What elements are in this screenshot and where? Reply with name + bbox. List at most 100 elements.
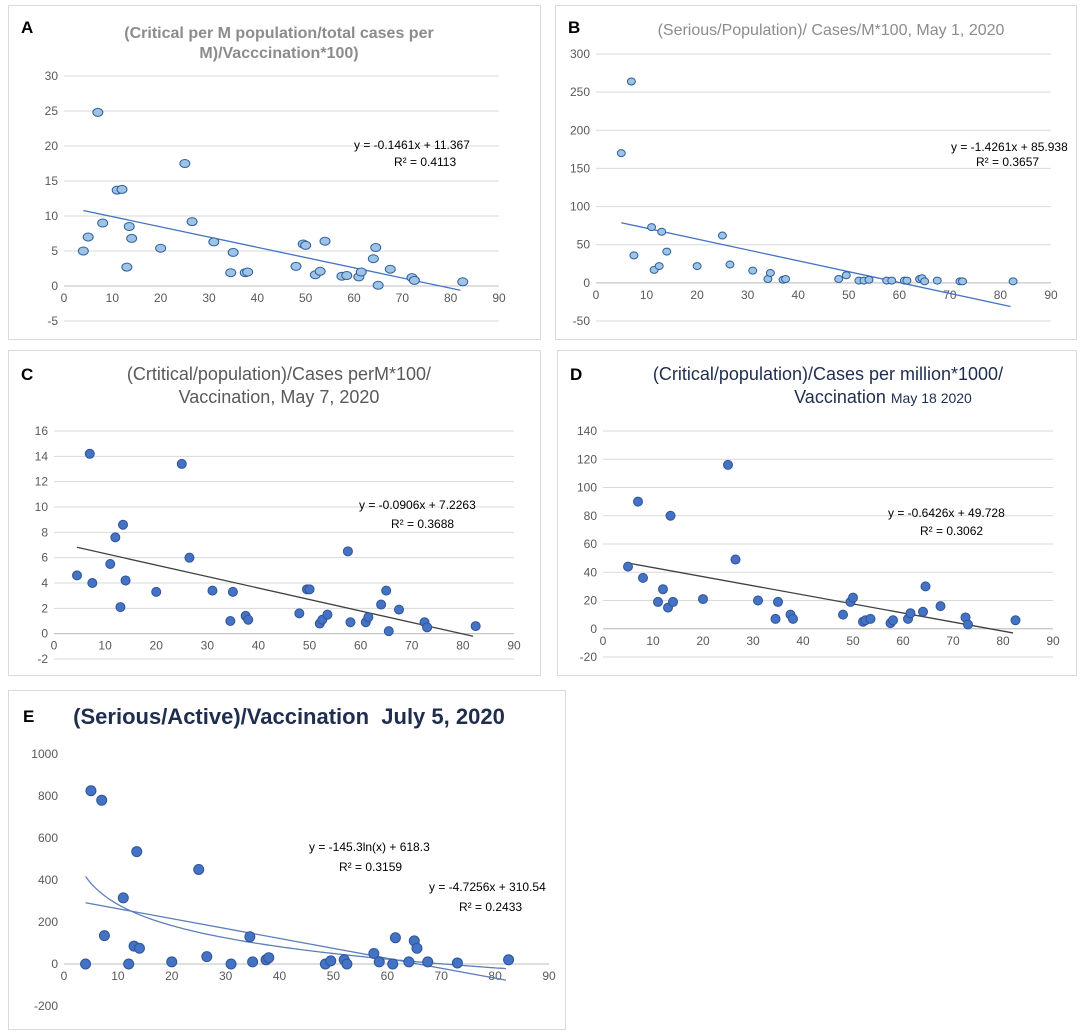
data-point (372, 280, 384, 290)
y-tick-label: 30 (45, 69, 59, 83)
x-tick-label: 70 (396, 291, 410, 305)
x-tick-label: 80 (994, 288, 1008, 302)
x-tick-label: 70 (405, 639, 419, 653)
data-point (342, 546, 353, 557)
data-point (184, 552, 195, 563)
panel-e-title: (Serious/Active)/Vaccination July 5, 202… (49, 703, 529, 731)
y-tick-label: 20 (584, 594, 598, 608)
x-tick-label: 90 (542, 969, 556, 983)
y-tick-label: 10 (45, 209, 59, 223)
x-tick-label: 30 (202, 291, 216, 305)
panel-d-title: (Critical/population)/Cases per million*… (608, 363, 1048, 408)
x-tick-label: 70 (435, 969, 449, 983)
x-tick-label: 70 (943, 288, 957, 302)
data-point (92, 107, 104, 117)
data-point (387, 958, 399, 970)
data-point (841, 271, 851, 280)
data-point (920, 277, 930, 286)
data-point (304, 584, 315, 595)
data-point (905, 608, 916, 619)
data-point (725, 260, 735, 269)
panel-letter-b: B (568, 18, 581, 37)
data-point (422, 956, 434, 968)
data-point (887, 276, 897, 285)
data-point (411, 942, 423, 954)
data-point (242, 267, 254, 277)
data-point (623, 561, 633, 572)
x-tick-label: 60 (381, 969, 395, 983)
data-point (363, 612, 374, 623)
data-point (864, 275, 874, 284)
y-tick-label: -5 (47, 314, 58, 328)
linear-trendline (83, 209, 461, 291)
data-point (193, 864, 205, 875)
y-tick-label: 2 (41, 601, 48, 615)
panel-e-chart: -200 0 200 400 600 800 1000 0 10 20 30 40 50 60 70 80 90… (31, 747, 556, 1013)
data-point (723, 459, 733, 470)
data-point (120, 575, 131, 586)
data-point (383, 626, 394, 637)
data-point (616, 149, 626, 158)
data-point (781, 275, 791, 284)
panel-b: B (Serious/Population)/ Cases/M*100, May… (555, 5, 1077, 340)
x-tick-label: 80 (456, 639, 470, 653)
data-point (87, 578, 98, 588)
data-point (730, 554, 741, 565)
panel-d: D (Critical/population)/Cases per millio… (557, 350, 1077, 676)
x-tick-label: 80 (996, 634, 1010, 648)
data-point (888, 615, 898, 626)
panel-d-title-line-1: (Critical/population)/Cases per million*… (652, 364, 1004, 384)
x-tick-label: 10 (646, 634, 660, 648)
x-tick-label: 40 (796, 634, 810, 648)
data-point (865, 613, 876, 624)
data-point (166, 956, 178, 968)
data-point (626, 77, 636, 86)
y-tick-label: 15 (45, 174, 59, 188)
panel-letter-e: E (23, 707, 35, 726)
y-tick-label: 6 (41, 551, 48, 565)
data-point (1010, 615, 1021, 626)
data-point (717, 231, 727, 240)
data-point (902, 276, 912, 285)
y-tick-label: 8 (41, 525, 48, 539)
x-tick-label: 30 (746, 634, 760, 648)
data-point (155, 243, 167, 253)
y-tick-label: 80 (584, 509, 598, 523)
x-tick-label: 50 (327, 969, 341, 983)
data-point (97, 218, 109, 228)
data-point (692, 262, 702, 271)
x-tick-label: 20 (165, 969, 179, 983)
x-tick-label: 0 (51, 639, 58, 653)
data-point (243, 614, 254, 625)
x-tick-label: 10 (98, 639, 112, 653)
data-point (84, 448, 95, 459)
y-tick-label: 200 (38, 915, 58, 929)
data-point (341, 958, 353, 970)
data-point (753, 595, 763, 606)
data-point (935, 601, 946, 612)
y-tick-label: 12 (35, 475, 49, 489)
data-point (131, 846, 143, 858)
x-tick-label: 10 (111, 969, 125, 983)
x-tick-label: 50 (303, 639, 317, 653)
x-tick-label: 60 (893, 288, 907, 302)
log-trend-equation: y = -145.3ln(x) + 618.3 (309, 840, 430, 854)
data-point (208, 237, 220, 247)
data-point (207, 585, 218, 596)
y-tick-label: 60 (584, 537, 598, 551)
data-point (394, 604, 404, 615)
y-tick-label: 50 (577, 238, 591, 252)
data-point (115, 602, 126, 613)
data-point (389, 932, 401, 944)
data-point (96, 794, 108, 806)
data-point (654, 262, 664, 271)
y-tick-label: -50 (573, 314, 591, 328)
panel-c-title: (Crtitical/population)/Cases perM*100/ V… (79, 363, 479, 408)
trend-equation: y = -0.1461x + 11.367 (354, 138, 470, 152)
x-tick-label: 80 (488, 969, 502, 983)
x-tick-label: 90 (492, 291, 506, 305)
x-tick-label: 70 (946, 634, 960, 648)
data-point (647, 223, 657, 232)
